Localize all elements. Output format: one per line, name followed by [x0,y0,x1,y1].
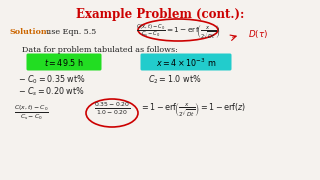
Text: $x = 4 \times 10^{-3}\ \mathrm{m}$: $x = 4 \times 10^{-3}\ \mathrm{m}$ [156,57,216,69]
Text: $\frac{C(x,t)-C_0}{C_s-C_0}$: $\frac{C(x,t)-C_0}{C_s-C_0}$ [14,104,49,122]
Text: $= 1 - \mathrm{erf}\!\left(\frac{x}{2\sqrt{Dt}}\right)= 1 - \mathrm{erf}(z)$: $= 1 - \mathrm{erf}\!\left(\frac{x}{2\sq… [140,101,246,119]
Text: $D(\tau)$: $D(\tau)$ [248,28,268,40]
Text: $-\ C_0 = 0.35\ \mathrm{wt\%}$: $-\ C_0 = 0.35\ \mathrm{wt\%}$ [18,73,86,85]
Text: $\frac{C(x,t)-C_0}{C_s-C_0}=1-\mathrm{erf}\!\left(\frac{x}{2\sqrt{Dt}}\right)$: $\frac{C(x,t)-C_0}{C_s-C_0}=1-\mathrm{er… [136,22,220,40]
Text: $-\ C_s = 0.20\ \mathrm{wt\%}$: $-\ C_s = 0.20\ \mathrm{wt\%}$ [18,85,85,98]
Text: use Eqn. 5.5: use Eqn. 5.5 [46,28,96,36]
FancyBboxPatch shape [27,53,101,71]
FancyBboxPatch shape [140,53,231,71]
Text: $C_2 = 1.0\ \mathrm{wt\%}$: $C_2 = 1.0\ \mathrm{wt\%}$ [148,73,202,85]
Text: $t = 49.5\ \mathrm{h}$: $t = 49.5\ \mathrm{h}$ [44,57,84,69]
Text: Solution:: Solution: [10,28,51,36]
Text: Data for problem tabulated as follows:: Data for problem tabulated as follows: [22,46,178,54]
Text: $\frac{0.35-0.20}{1.0-0.20}$: $\frac{0.35-0.20}{1.0-0.20}$ [94,101,130,117]
Text: Example Problem (cont.):: Example Problem (cont.): [76,8,244,21]
